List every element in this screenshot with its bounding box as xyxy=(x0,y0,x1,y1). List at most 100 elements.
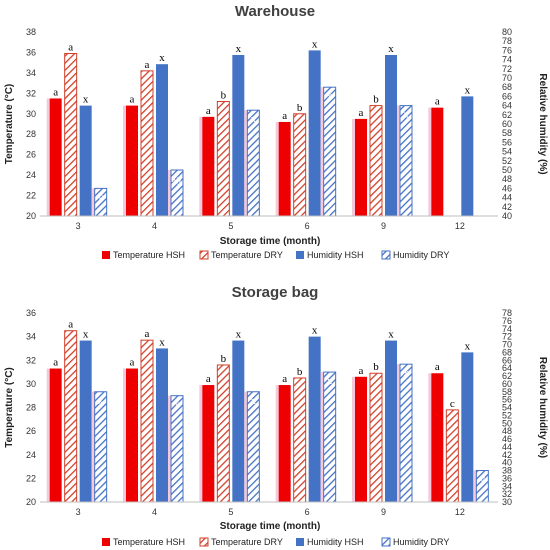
bar-humidity-hsh xyxy=(461,96,474,216)
right-axis-tick: 36 xyxy=(502,473,512,483)
right-axis-tick: 48 xyxy=(502,426,512,436)
right-axis-tick: 40 xyxy=(502,458,512,468)
right-axis-tick: 78 xyxy=(502,308,512,318)
legend-label: Temperature DRY xyxy=(211,537,283,547)
chart-title: Warehouse xyxy=(235,3,315,20)
bar-temperature-hsh xyxy=(278,121,291,216)
significance-label: x xyxy=(465,340,471,352)
x-axis-tick: 12 xyxy=(455,221,465,231)
legend-swatch xyxy=(296,251,304,259)
left-axis-tick: 30 xyxy=(26,379,36,389)
right-axis-tick: 50 xyxy=(502,418,512,428)
legend-swatch xyxy=(102,538,110,546)
bar-humidity-hsh xyxy=(461,352,474,502)
left-axis-tick: 26 xyxy=(26,426,36,436)
legend-swatch xyxy=(199,537,209,547)
right-axis-tick: 62 xyxy=(502,110,512,120)
bar-temperature-hsh xyxy=(126,368,138,502)
bar-humidity-hsh xyxy=(385,340,397,502)
right-axis-tick: 64 xyxy=(502,101,512,111)
x-axis-label: Storage time (month) xyxy=(220,236,321,247)
significance-label: a xyxy=(145,59,150,71)
significance-label: x xyxy=(251,395,257,407)
right-axis-tick: 60 xyxy=(502,379,512,389)
bar-shadow xyxy=(123,368,126,502)
right-axis-tick: 42 xyxy=(502,450,512,460)
bar-shadow xyxy=(199,385,203,502)
bar-temperature-dry xyxy=(293,113,307,217)
significance-label: x xyxy=(251,113,257,125)
bar-shadow xyxy=(168,395,171,502)
bar-shadow xyxy=(320,372,324,502)
x-axis-tick: 3 xyxy=(76,221,81,231)
right-axis-tick: 34 xyxy=(502,481,512,491)
legend-label: Humidity DRY xyxy=(393,537,449,547)
significance-label: a xyxy=(68,319,73,331)
significance-label: a xyxy=(435,96,440,108)
right-axis-tick: 46 xyxy=(502,183,512,193)
bar-temperature-dry xyxy=(216,101,230,217)
legend-swatch xyxy=(381,250,391,260)
significance-label: a xyxy=(145,328,150,340)
significance-label: a xyxy=(206,105,211,117)
significance-label: xy xyxy=(172,173,184,185)
bar-humidity-dry xyxy=(399,363,413,503)
significance-label: x xyxy=(403,109,409,121)
right-axis-tick: 44 xyxy=(502,193,512,203)
significance-label: x xyxy=(83,329,89,341)
significance-label: x xyxy=(159,52,165,64)
right-axis-tick: 80 xyxy=(502,27,512,37)
bar-temperature-dry xyxy=(64,330,78,503)
significance-label: x xyxy=(388,329,394,341)
bar-humidity-hsh xyxy=(156,64,168,216)
bar-temperature-dry xyxy=(140,339,154,503)
right-axis-tick: 66 xyxy=(502,355,512,365)
x-axis-tick: 5 xyxy=(228,221,233,231)
x-axis-tick: 4 xyxy=(152,221,157,231)
legend-swatch xyxy=(381,537,391,547)
chart-title: Storage bag xyxy=(232,284,319,301)
bar-shadow xyxy=(199,116,203,216)
bar-shadow xyxy=(46,368,50,502)
bar-temperature-dry xyxy=(369,105,383,217)
bar-temperature-hsh xyxy=(202,116,215,216)
significance-label: b xyxy=(373,361,379,373)
charts-container: Warehouse2022242628303234363840424446485… xyxy=(4,3,548,547)
right-axis-tick: 68 xyxy=(502,347,512,357)
significance-label: x xyxy=(388,43,394,55)
bar-humidity-dry xyxy=(246,109,260,217)
left-axis-tick: 34 xyxy=(26,68,36,78)
significance-label: x xyxy=(236,43,242,55)
right-axis-tick: 74 xyxy=(502,324,512,334)
bar-humidity-hsh xyxy=(156,348,168,502)
bar-temperature-dry xyxy=(64,52,78,217)
significance-label: b xyxy=(221,353,227,365)
bar-temperature-hsh xyxy=(355,376,367,502)
right-axis-tick: 72 xyxy=(502,64,512,74)
significance-label: c xyxy=(450,398,455,410)
bar-shadow xyxy=(46,98,50,216)
right-axis-tick: 54 xyxy=(502,403,512,413)
left-axis-tick: 26 xyxy=(26,150,36,160)
bar-humidity-dry xyxy=(170,395,184,503)
left-axis-tick: 32 xyxy=(26,355,36,365)
bar-shadow xyxy=(397,364,400,502)
bar-humidity-dry xyxy=(323,371,337,503)
significance-label: x xyxy=(98,395,104,407)
bar-humidity-hsh xyxy=(232,55,245,216)
legend: Temperature HSH Temperature DRY Humidity H… xyxy=(102,537,449,547)
bar-temperature-hsh xyxy=(49,98,62,216)
significance-label: a xyxy=(282,110,287,122)
x-axis-tick: 3 xyxy=(76,507,81,517)
bar-humidity-hsh xyxy=(79,340,92,502)
left-axis-tick: 22 xyxy=(26,191,36,201)
y-axis-label-right: Relative humidity (%) xyxy=(537,357,548,458)
right-axis-tick: 64 xyxy=(502,363,512,373)
x-axis-label: Storage time (month) xyxy=(220,521,321,532)
bar-shadow xyxy=(244,110,248,216)
bar-shadow xyxy=(428,107,432,216)
left-axis-tick: 20 xyxy=(26,497,36,507)
left-axis-tick: 28 xyxy=(26,403,36,413)
bar-temperature-hsh xyxy=(202,385,215,502)
